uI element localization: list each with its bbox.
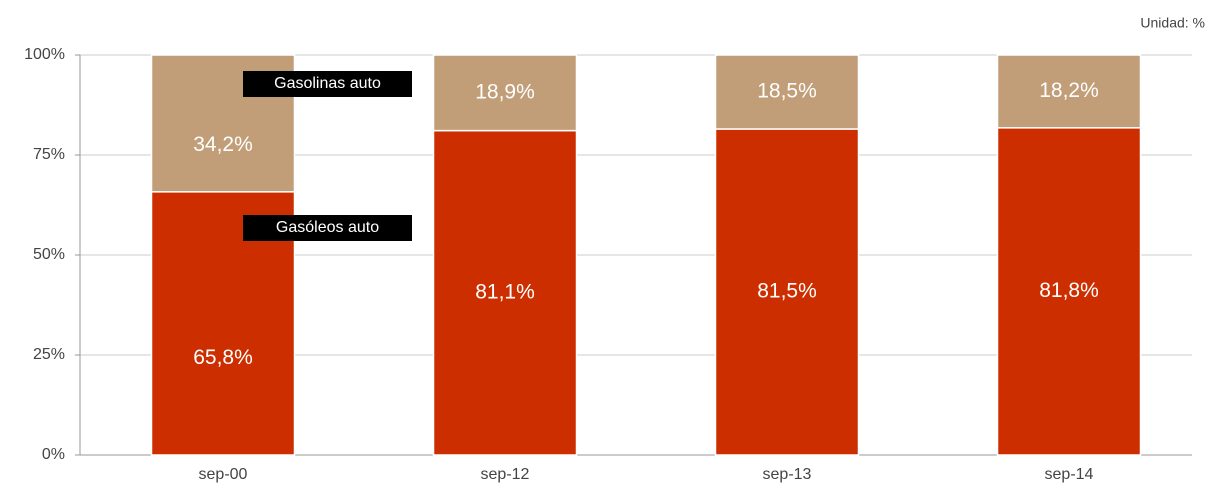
unit-label: Unidad: %: [1140, 15, 1205, 31]
value-label: 34,2%: [193, 133, 253, 156]
legend-box: [243, 215, 412, 241]
legend-box: [243, 71, 412, 97]
bar-segment: [714, 128, 860, 456]
bar-segment: [996, 54, 1142, 129]
legend-label: Gasóleos auto: [276, 219, 379, 236]
bar-segment: [432, 54, 578, 132]
value-label: 81,1%: [475, 280, 535, 303]
value-label: 18,9%: [475, 80, 535, 103]
y-tick-label: 0%: [42, 446, 65, 463]
value-label: 18,5%: [757, 80, 817, 103]
y-tick-label: 75%: [33, 146, 65, 163]
x-tick-label: sep-13: [763, 466, 812, 483]
x-tick-label: sep-00: [199, 466, 248, 483]
y-tick-label: 100%: [24, 46, 65, 63]
value-label: 65,8%: [193, 346, 253, 369]
x-tick-label: sep-14: [1045, 466, 1094, 483]
value-label: 18,2%: [1039, 79, 1099, 102]
y-tick-label: 50%: [33, 246, 65, 263]
legend-label: Gasolinas auto: [274, 75, 381, 92]
value-label: 81,5%: [757, 280, 817, 303]
x-tick-label: sep-12: [481, 466, 530, 483]
value-label: 81,8%: [1039, 279, 1099, 302]
y-tick-label: 25%: [33, 346, 65, 363]
bar-segment: [714, 54, 860, 130]
bar-segment: [996, 127, 1142, 456]
bar-segment: [432, 129, 578, 456]
